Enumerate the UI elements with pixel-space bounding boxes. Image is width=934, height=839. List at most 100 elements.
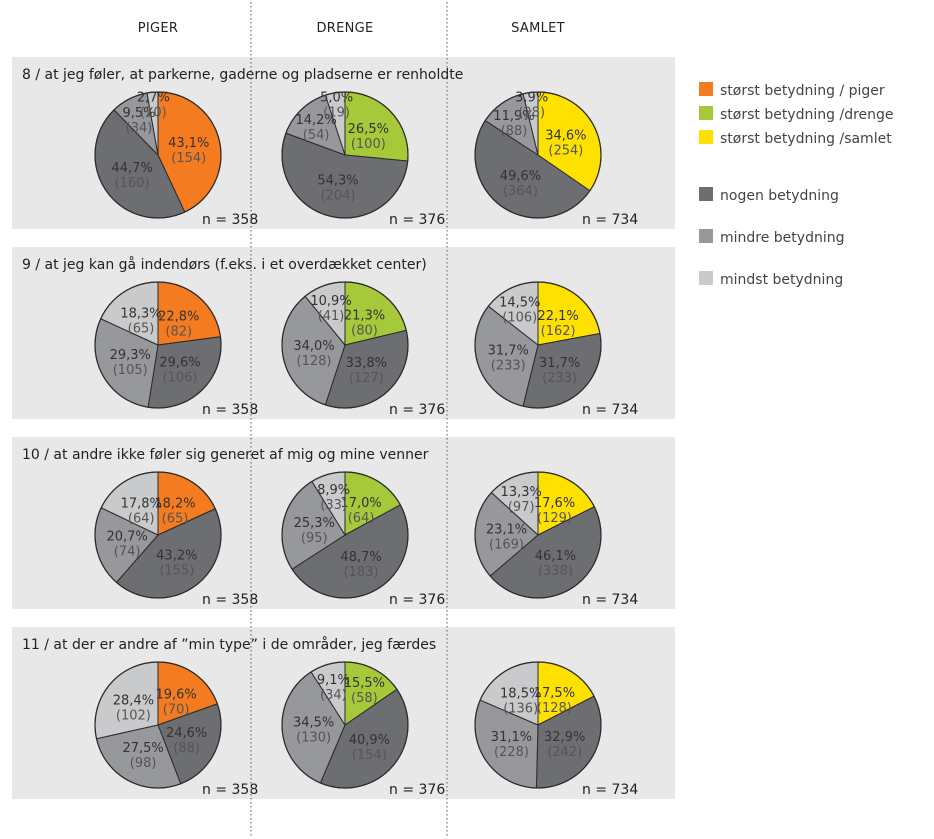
question-3: 10 / at andre ikke føler sig generet af … <box>22 447 638 608</box>
data-label-count: (54) <box>303 128 330 143</box>
data-label-count: (74) <box>114 544 141 559</box>
data-label-percent: 3,9% <box>515 90 548 105</box>
sample-size-label: n = 358 <box>202 212 258 228</box>
data-label-percent: 18,2% <box>154 496 195 511</box>
data-label-count: (105) <box>113 363 148 378</box>
data-label-percent: 25,3% <box>294 516 335 531</box>
data-label-count: (34) <box>126 121 153 136</box>
sample-size-label: n = 376 <box>389 782 445 798</box>
data-label-count: (10) <box>140 105 167 120</box>
data-label-percent: 29,3% <box>110 348 151 363</box>
legend-label: størst betydning /samlet <box>720 131 892 147</box>
data-label-percent: 19,6% <box>155 687 196 702</box>
data-label-count: (98) <box>130 756 157 771</box>
data-label-count: (64) <box>128 511 155 526</box>
data-label-percent: 14,2% <box>295 113 336 128</box>
pie-outline <box>94 661 222 789</box>
pie-outline <box>474 661 602 789</box>
pie-piger: 18,2%(65) 43,2%(155) 20,7%(74) 17,8%(64) <box>94 471 222 599</box>
sample-size-label: n = 358 <box>202 402 258 418</box>
data-label-count: (160) <box>115 176 150 191</box>
sample-size-label: n = 734 <box>582 402 638 418</box>
question-2: 9 / at jeg kan gå indendørs (f.eks. i et… <box>22 256 638 418</box>
data-label-count: (88) <box>501 124 528 139</box>
pie-outline <box>281 91 409 219</box>
data-label-count: (95) <box>301 531 328 546</box>
data-label-percent: 31,1% <box>491 730 532 745</box>
data-label-count: (169) <box>489 538 524 553</box>
data-label-count: (242) <box>547 745 582 760</box>
data-label-percent: 40,9% <box>349 733 390 748</box>
column-header-samlet: SAMLET <box>511 21 565 36</box>
data-label-percent: 17,8% <box>121 496 162 511</box>
pie-outline <box>94 281 222 409</box>
data-label-count: (128) <box>297 354 332 369</box>
data-label-percent: 22,8% <box>158 309 199 324</box>
data-label-count: (136) <box>503 702 538 717</box>
data-label-percent: 17,0% <box>340 496 381 511</box>
legend-swatch <box>699 106 713 120</box>
question-title: 8 / at jeg føler, at parkerne, gaderne o… <box>22 67 463 83</box>
pie-outline <box>281 471 409 599</box>
data-label-percent: 17,5% <box>534 686 575 701</box>
data-label-count: (204) <box>320 189 355 204</box>
column-headers: PIGER DRENGE SAMLET <box>138 21 565 36</box>
legend-swatch <box>699 130 713 144</box>
pie-piger: 43,1%(154) 44,7%(160) 9,5%(34) 2,7%(10) <box>94 90 222 219</box>
legend-swatch <box>699 187 713 201</box>
sample-size-label: n = 376 <box>389 402 445 418</box>
sample-size-label: n = 734 <box>582 592 638 608</box>
data-label-count: (88) <box>173 741 200 756</box>
data-label-count: (254) <box>548 143 583 158</box>
pie-outline <box>281 281 409 409</box>
data-label-count: (228) <box>494 745 529 760</box>
data-label-percent: 27,5% <box>122 741 163 756</box>
sample-size-label: n = 358 <box>202 592 258 608</box>
legend-swatch <box>699 229 713 243</box>
sample-size-label: n = 376 <box>389 592 445 608</box>
data-label-percent: 43,2% <box>156 548 197 563</box>
data-label-count: (364) <box>503 184 538 199</box>
data-label-count: (41) <box>318 309 345 324</box>
data-label-percent: 26,5% <box>348 122 389 137</box>
data-label-percent: 23,1% <box>486 523 527 538</box>
question-title: 9 / at jeg kan gå indendørs (f.eks. i et… <box>22 256 427 273</box>
data-label-count: (130) <box>296 731 331 746</box>
data-label-count: (65) <box>162 511 189 526</box>
data-label-percent: 48,7% <box>340 550 381 565</box>
pie-drenge: 21,3%(80) 33,8%(127) 34,0%(128) 10,9%(41) <box>281 281 409 409</box>
data-label-percent: 5,0% <box>320 91 353 106</box>
question-1: 8 / at jeg føler, at parkerne, gaderne o… <box>22 67 638 228</box>
data-label-percent: 17,6% <box>534 496 575 511</box>
data-label-percent: 34,0% <box>293 339 334 354</box>
column-header-drenge: DRENGE <box>316 21 373 36</box>
pie-piger: 22,8%(82) 29,6%(106) 29,3%(105) 18,3%(65) <box>94 281 222 409</box>
data-label-percent: 22,1% <box>537 309 578 324</box>
legend-label: nogen betydning <box>720 188 839 204</box>
legend: størst betydning / piger størst betydning… <box>699 82 894 288</box>
data-label-percent: 8,9% <box>317 483 350 498</box>
sample-size-label: n = 376 <box>389 212 445 228</box>
data-label-count: (106) <box>502 311 537 326</box>
data-label-percent: 14,5% <box>499 296 540 311</box>
question-title: 11 / at der er andre af ”min type” i de … <box>22 636 436 653</box>
data-label-count: (154) <box>352 748 387 763</box>
data-label-count: (127) <box>349 371 384 386</box>
legend-label: størst betydning / piger <box>720 83 885 99</box>
data-label-percent: 9,1% <box>317 673 350 688</box>
data-label-percent: 24,6% <box>166 726 207 741</box>
data-label-percent: 44,7% <box>111 161 152 176</box>
pie-samlet: 22,1%(162)31,7%(233)31,7%(233)14,5%(106) <box>474 281 602 409</box>
data-label-percent: 32,9% <box>544 730 585 745</box>
data-label-count: (82) <box>165 324 192 339</box>
pie-outline <box>474 281 602 409</box>
data-label-percent: 10,9% <box>310 294 351 309</box>
data-label-percent: 46,1% <box>535 549 576 564</box>
legend-label: størst betydning /drenge <box>720 107 894 123</box>
data-label-percent: 18,3% <box>120 306 161 321</box>
data-label-count: (233) <box>491 358 526 373</box>
data-label-percent: 28,4% <box>113 693 154 708</box>
data-label-percent: 33,8% <box>346 356 387 371</box>
pie-drenge: 15,5%(58) 40,9%(154) 34,5%(130) 9,1%(34) <box>281 661 409 789</box>
